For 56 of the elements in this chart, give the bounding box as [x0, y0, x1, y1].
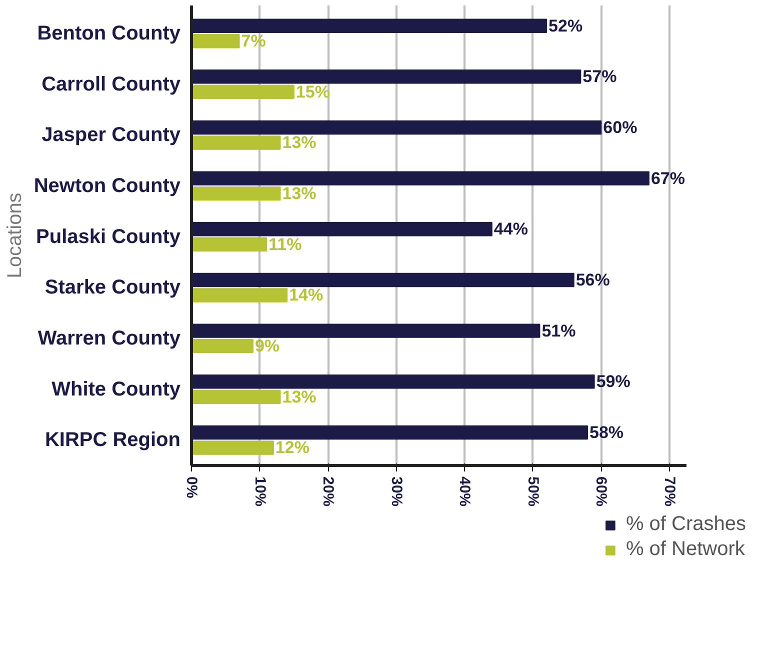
- x-tick-label: 30%: [388, 476, 405, 507]
- bar: [192, 390, 281, 404]
- bar: [192, 120, 602, 135]
- bar: [192, 18, 548, 33]
- data-label: 56%: [576, 270, 610, 290]
- data-label: 60%: [603, 118, 638, 137]
- data-label: 15%: [296, 82, 330, 102]
- data-label: 13%: [282, 184, 316, 204]
- data-label: 58%: [590, 422, 624, 442]
- data-label: 12%: [275, 438, 310, 458]
- bar: [192, 272, 574, 288]
- bar: [192, 136, 281, 150]
- data-label: 52%: [548, 16, 583, 36]
- y-tick-label: White County: [52, 378, 182, 400]
- data-label: 44%: [494, 220, 528, 239]
- x-tick-label: 40%: [456, 476, 474, 507]
- x-tick-label: 20%: [320, 476, 337, 507]
- data-label: 9%: [254, 336, 280, 356]
- y-axis-title: Locations: [4, 192, 26, 278]
- data-label: 67%: [650, 168, 685, 188]
- bar: [192, 222, 492, 236]
- y-tick-label: Carroll County: [42, 73, 182, 96]
- bar: [192, 324, 540, 338]
- data-label: 59%: [596, 372, 630, 392]
- bar: [192, 186, 281, 201]
- y-tick-label: Jasper County: [42, 124, 182, 146]
- x-tick-label: 50%: [524, 476, 542, 507]
- data-label: 13%: [282, 387, 316, 406]
- data-label: 11%: [268, 234, 302, 254]
- x-tick-label: 0%: [183, 476, 200, 498]
- y-tick-label: Starke County: [44, 276, 182, 299]
- data-label: 51%: [542, 321, 576, 340]
- y-tick-label: Newton County: [34, 174, 182, 197]
- bar: [192, 237, 268, 252]
- legend-label: % of Crashes: [626, 513, 746, 536]
- data-label: 13%: [282, 133, 316, 152]
- x-tick-label: 60%: [592, 476, 610, 507]
- bar: [192, 338, 254, 354]
- legend-label: % of Network: [626, 538, 745, 561]
- bar: [192, 84, 294, 100]
- bar: [192, 171, 650, 186]
- data-label: 7%: [241, 32, 266, 51]
- bar: [192, 374, 595, 389]
- y-tick-label: Pulaski County: [36, 226, 182, 248]
- y-tick-label: KIRPC Region: [44, 429, 181, 452]
- bar: [192, 288, 288, 302]
- data-label: 14%: [289, 286, 324, 305]
- data-label: 57%: [582, 67, 617, 86]
- bar: [192, 70, 582, 84]
- x-tick-label: 70%: [660, 476, 678, 507]
- bar: [192, 34, 240, 48]
- x-tick-label: 10%: [251, 476, 268, 507]
- y-tick-label: Benton County: [37, 22, 182, 44]
- bar: [192, 440, 274, 455]
- bar: [192, 425, 588, 440]
- y-tick-label: Warren County: [38, 327, 182, 350]
